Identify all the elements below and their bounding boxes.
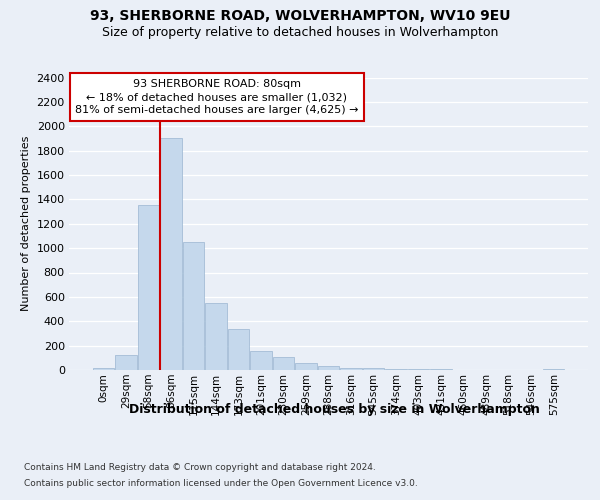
Bar <box>340 368 362 370</box>
Bar <box>385 369 407 370</box>
Text: 93, SHERBORNE ROAD, WOLVERHAMPTON, WV10 9EU: 93, SHERBORNE ROAD, WOLVERHAMPTON, WV10 … <box>90 9 510 23</box>
Bar <box>137 206 159 370</box>
Text: Size of property relative to detached houses in Wolverhampton: Size of property relative to detached ho… <box>102 26 498 39</box>
Bar <box>430 369 452 370</box>
Bar <box>250 350 272 370</box>
Text: Distribution of detached houses by size in Wolverhampton: Distribution of detached houses by size … <box>130 402 540 415</box>
Bar <box>92 368 114 370</box>
Text: Contains public sector information licensed under the Open Government Licence v3: Contains public sector information licen… <box>24 479 418 488</box>
Bar <box>205 303 227 370</box>
Bar <box>543 369 565 370</box>
Y-axis label: Number of detached properties: Number of detached properties <box>21 136 31 312</box>
Bar <box>273 357 294 370</box>
Bar <box>115 356 137 370</box>
Text: Contains HM Land Registry data © Crown copyright and database right 2024.: Contains HM Land Registry data © Crown c… <box>24 462 376 471</box>
Bar <box>160 138 182 370</box>
Bar <box>363 368 384 370</box>
Bar <box>182 242 204 370</box>
Bar <box>228 329 249 370</box>
Bar <box>295 362 317 370</box>
Bar <box>318 366 339 370</box>
Text: 93 SHERBORNE ROAD: 80sqm
← 18% of detached houses are smaller (1,032)
81% of sem: 93 SHERBORNE ROAD: 80sqm ← 18% of detach… <box>75 79 359 116</box>
